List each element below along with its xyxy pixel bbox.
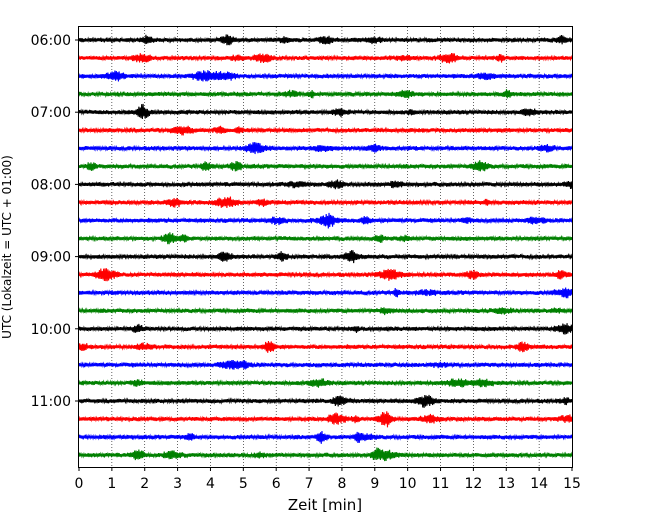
trace-0900 — [78, 250, 573, 264]
x-tick-label: 0 — [75, 476, 84, 492]
x-tick-label: 7 — [305, 476, 314, 492]
y-axis-label: UTC (Lokalzeit = UTC + 01:00) — [0, 155, 14, 339]
trace-0945 — [78, 306, 573, 316]
trace-0930 — [78, 287, 573, 299]
y-tick-label: 11:00 — [31, 394, 71, 410]
trace-1130 — [78, 430, 573, 444]
y-tick-label: 07:00 — [31, 105, 71, 121]
trace-0715 — [78, 125, 573, 136]
x-tick-label: 14 — [530, 476, 548, 492]
trace-1145 — [78, 447, 573, 462]
trace-0845 — [78, 232, 573, 245]
trace-0815 — [78, 196, 573, 208]
trace-0800 — [78, 179, 573, 190]
x-tick-label: 10 — [399, 476, 417, 492]
trace-0645 — [78, 89, 573, 99]
y-tick-label: 08:00 — [31, 177, 71, 193]
plot-frame — [78, 26, 573, 468]
trace-0745 — [78, 160, 573, 172]
trace-1045 — [78, 378, 573, 388]
x-tick-label: 6 — [272, 476, 281, 492]
trace-0915 — [78, 268, 573, 282]
trace-0630 — [78, 70, 573, 82]
x-tick-label: 15 — [563, 476, 581, 492]
y-tick-label: 09:00 — [31, 250, 71, 266]
seismic-traces — [78, 34, 573, 462]
x-tick-label: 13 — [497, 476, 515, 492]
trace-1115 — [78, 411, 573, 428]
trace-0600 — [78, 34, 573, 46]
trace-1100 — [78, 394, 573, 408]
x-tick-label: 5 — [239, 476, 248, 492]
y-tick-label: 06:00 — [31, 33, 71, 49]
trace-1000 — [78, 323, 573, 335]
vertical-grid — [111, 27, 540, 467]
y-axis-ticks: 06:00 07:00 08:00 09:00 10:00 11:00 — [31, 33, 79, 410]
x-tick-label: 11 — [432, 476, 450, 492]
x-tick-label: 12 — [464, 476, 482, 492]
x-axis-ticks: 0 1 2 3 4 5 6 7 8 9 10 11 12 13 14 15 — [75, 467, 581, 492]
trace-1015 — [78, 340, 573, 353]
trace-0615 — [78, 53, 573, 64]
trace-0730 — [78, 142, 573, 155]
x-tick-label: 2 — [140, 476, 149, 492]
x-tick-label: 8 — [337, 476, 346, 492]
x-tick-label: 1 — [107, 476, 116, 492]
trace-1030 — [78, 359, 573, 370]
x-tick-label: 3 — [173, 476, 182, 492]
trace-0830 — [78, 212, 573, 229]
x-axis-label: Zeit [min] — [288, 496, 362, 514]
trace-0700 — [78, 103, 573, 119]
y-tick-label: 10:00 — [31, 322, 71, 338]
x-tick-label: 9 — [370, 476, 379, 492]
x-tick-label: 4 — [206, 476, 215, 492]
